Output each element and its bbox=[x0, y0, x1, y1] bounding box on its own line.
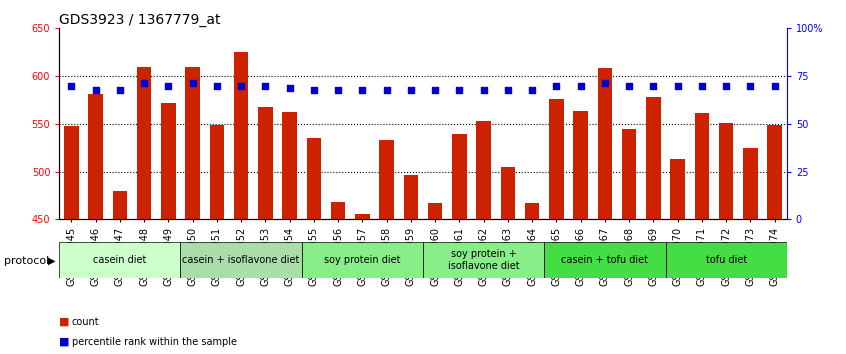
Bar bbox=[597, 68, 613, 219]
Bar bbox=[574, 112, 588, 219]
Point bbox=[671, 83, 684, 88]
Point bbox=[525, 88, 539, 93]
Bar bbox=[428, 203, 442, 219]
Point bbox=[113, 88, 127, 93]
Point bbox=[89, 88, 102, 93]
Point bbox=[768, 83, 782, 88]
Point bbox=[598, 80, 612, 86]
Point bbox=[162, 83, 175, 88]
Point bbox=[719, 83, 733, 88]
Bar bbox=[283, 113, 297, 219]
Bar bbox=[233, 52, 249, 219]
Bar bbox=[549, 99, 563, 219]
Point bbox=[380, 88, 393, 93]
Bar bbox=[185, 67, 200, 219]
Point bbox=[501, 88, 514, 93]
Point bbox=[695, 83, 709, 88]
Bar bbox=[476, 121, 491, 219]
Point bbox=[307, 88, 321, 93]
Bar bbox=[404, 175, 418, 219]
Bar bbox=[355, 214, 370, 219]
Bar bbox=[306, 138, 321, 219]
Point bbox=[477, 88, 491, 93]
Point bbox=[355, 88, 369, 93]
Bar bbox=[670, 159, 685, 219]
Point bbox=[259, 83, 272, 88]
Point bbox=[234, 83, 248, 88]
Text: soy protein diet: soy protein diet bbox=[324, 255, 401, 265]
Bar bbox=[302, 242, 423, 278]
Text: ■: ■ bbox=[59, 317, 69, 327]
Point bbox=[210, 83, 223, 88]
Point bbox=[744, 83, 757, 88]
Point bbox=[550, 83, 563, 88]
Text: GDS3923 / 1367779_at: GDS3923 / 1367779_at bbox=[59, 13, 221, 27]
Text: ■: ■ bbox=[59, 337, 69, 347]
Point bbox=[574, 83, 587, 88]
Bar bbox=[137, 67, 151, 219]
Text: casein diet: casein diet bbox=[93, 255, 146, 265]
Text: soy protein +
isoflavone diet: soy protein + isoflavone diet bbox=[448, 249, 519, 271]
Bar bbox=[666, 242, 787, 278]
Text: count: count bbox=[72, 317, 100, 327]
Point bbox=[332, 88, 345, 93]
Point bbox=[404, 88, 418, 93]
Text: protocol: protocol bbox=[4, 256, 49, 266]
Bar bbox=[525, 203, 540, 219]
Bar bbox=[180, 242, 302, 278]
Bar bbox=[767, 125, 782, 219]
Bar bbox=[719, 123, 733, 219]
Bar bbox=[113, 191, 127, 219]
Bar bbox=[743, 148, 758, 219]
Bar bbox=[88, 94, 103, 219]
Bar bbox=[695, 113, 709, 219]
Bar bbox=[161, 103, 176, 219]
Bar bbox=[544, 242, 666, 278]
Bar bbox=[501, 167, 515, 219]
Bar bbox=[59, 242, 180, 278]
Point bbox=[186, 80, 200, 86]
Point bbox=[283, 85, 296, 90]
Bar bbox=[452, 135, 467, 219]
Text: tofu diet: tofu diet bbox=[706, 255, 747, 265]
Text: ▶: ▶ bbox=[48, 256, 56, 266]
Bar bbox=[622, 129, 636, 219]
Point bbox=[428, 88, 442, 93]
Point bbox=[137, 80, 151, 86]
Point bbox=[453, 88, 466, 93]
Bar bbox=[64, 126, 79, 219]
Bar bbox=[331, 202, 345, 219]
Bar bbox=[379, 140, 394, 219]
Bar bbox=[210, 125, 224, 219]
Text: casein + tofu diet: casein + tofu diet bbox=[562, 255, 648, 265]
Point bbox=[64, 83, 78, 88]
Bar bbox=[258, 107, 272, 219]
Bar bbox=[423, 242, 544, 278]
Point bbox=[623, 83, 636, 88]
Point bbox=[646, 83, 660, 88]
Bar bbox=[646, 97, 661, 219]
Text: casein + isoflavone diet: casein + isoflavone diet bbox=[183, 255, 299, 265]
Text: percentile rank within the sample: percentile rank within the sample bbox=[72, 337, 237, 347]
